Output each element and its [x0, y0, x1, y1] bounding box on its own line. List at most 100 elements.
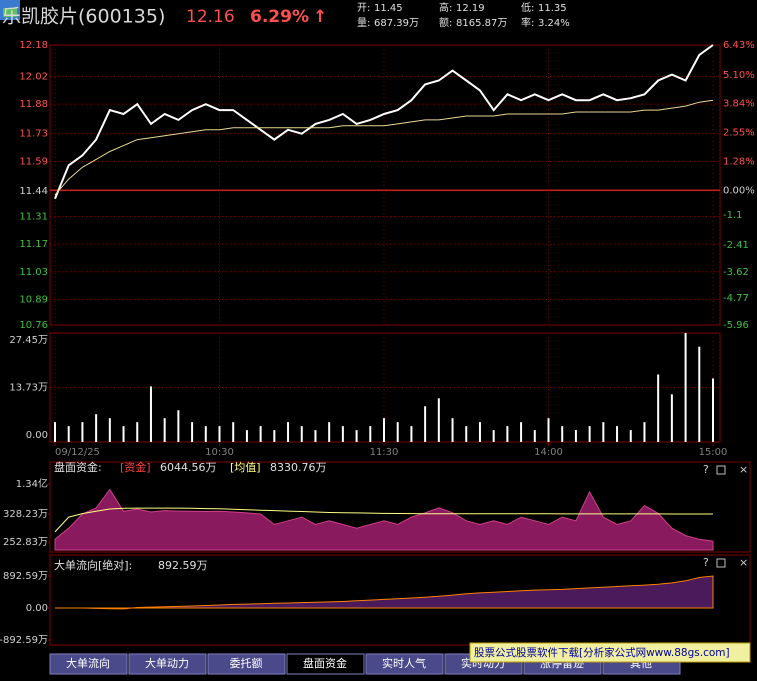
- stat-value: 12.19: [456, 3, 485, 14]
- stat-label: 低:: [521, 1, 534, 14]
- volume-bar: [616, 426, 619, 442]
- y2-tick-label: 6.43%: [723, 40, 755, 51]
- help-button[interactable]: ?: [703, 463, 709, 476]
- tab[interactable]: [49, 653, 128, 675]
- volume-bar: [684, 333, 687, 442]
- y-tick-label: 11.03: [19, 267, 48, 278]
- volume-bar: [81, 422, 84, 442]
- volume-bar: [355, 430, 358, 442]
- volume-bar: [245, 430, 248, 442]
- help-button[interactable]: ?: [703, 556, 709, 569]
- x-tick-label: 15:00: [699, 447, 728, 458]
- y-tick-label: 10.89: [19, 294, 48, 305]
- volume-bar: [218, 426, 221, 442]
- y-tick-label: 11.17: [19, 239, 48, 250]
- stat-label: 额:: [439, 16, 452, 29]
- volume-bar: [465, 426, 468, 442]
- volume-bar: [547, 418, 550, 442]
- price-panel: [49, 44, 721, 326]
- volume-bar: [149, 386, 152, 442]
- volume-bar: [136, 422, 139, 442]
- stat-label: 开:: [357, 3, 370, 14]
- volume-bar: [506, 426, 509, 442]
- volume-bar: [300, 426, 303, 442]
- close-button[interactable]: ×: [739, 463, 748, 476]
- price-line: [54, 44, 714, 200]
- legend-name: [资金]: [120, 460, 151, 474]
- y-tick-label: 11.88: [19, 99, 48, 110]
- y-tick-label: 11.73: [19, 129, 48, 140]
- volume-bar: [478, 422, 481, 442]
- legend-value: 8330.76万: [270, 461, 327, 474]
- tab[interactable]: [286, 653, 365, 675]
- y-tick-label: 0.00: [26, 603, 48, 614]
- watermark: 股票公式股票软件下载[分析家公式网www.88gs.com]: [474, 646, 730, 659]
- volume-bar: [341, 426, 344, 442]
- volume-bar: [670, 394, 673, 442]
- close-button[interactable]: ×: [739, 556, 748, 569]
- up-arrow: ↑: [313, 7, 327, 27]
- tab[interactable]: [365, 653, 444, 675]
- volume-bar: [54, 422, 56, 442]
- volume-bar: [383, 418, 385, 442]
- volume-bar: [533, 430, 536, 442]
- panel-readout: 892.59万: [158, 559, 208, 572]
- x-tick-label: 09/12/25: [55, 447, 100, 458]
- y-tick-label: 1.34亿: [16, 477, 48, 490]
- y2-tick-label: 3.84%: [723, 99, 755, 110]
- y-tick-label: 12.18: [19, 40, 48, 51]
- y-tick-label: 27.45万: [9, 335, 48, 346]
- volume-bar: [191, 422, 194, 442]
- tab-label[interactable]: 委托额: [230, 656, 263, 670]
- volume-bar: [396, 422, 399, 442]
- flow-area: [54, 488, 714, 551]
- volume-bar: [712, 378, 714, 442]
- watermark-box: [469, 642, 751, 663]
- volume-bar: [574, 430, 577, 442]
- y-tick-label: 252.83万: [3, 537, 48, 548]
- y2-tick-label: -5.96: [723, 320, 749, 331]
- max-button[interactable]: [716, 558, 726, 568]
- flow-area: [55, 575, 714, 610]
- y2-tick-label: -2.41: [723, 240, 749, 251]
- legend-value: 6044.56万: [160, 461, 217, 474]
- stock-price: 12.16: [186, 7, 235, 27]
- stat-label: 量:: [357, 17, 370, 29]
- volume-bar: [108, 418, 111, 442]
- y2-tick-label: 1.28%: [723, 156, 755, 167]
- x-tick-label: 14:00: [534, 447, 563, 458]
- volume-bar: [95, 414, 98, 442]
- stat-value: 11.35: [538, 3, 567, 14]
- tab[interactable]: [128, 653, 207, 675]
- legend-name: [均值]: [230, 461, 261, 474]
- volume-bar: [369, 426, 372, 442]
- volume-bar: [259, 426, 262, 442]
- stock-name: 乐凯胶片(600135): [2, 6, 165, 28]
- panel-title: 大单流向[绝对]:: [54, 558, 132, 572]
- stat-value: 8165.87万: [456, 18, 507, 29]
- tab-label[interactable]: 大单流向: [66, 656, 110, 670]
- stat-label: 率:: [521, 16, 534, 29]
- y2-tick-label: 5.10%: [723, 70, 755, 81]
- volume-bar: [629, 430, 632, 442]
- tab-label[interactable]: 实时人气: [382, 656, 426, 670]
- volume-bar: [163, 418, 166, 442]
- stock-change: 6.29%: [250, 7, 309, 27]
- volume-bar: [561, 426, 564, 442]
- volume-bar: [437, 398, 440, 442]
- tab-label[interactable]: 大单动力: [145, 656, 189, 670]
- volume-bar: [314, 430, 317, 442]
- x-tick-label: 10:30: [205, 447, 234, 458]
- stat-value: 11.45: [374, 3, 403, 14]
- y-tick-label: 11.31: [19, 212, 48, 223]
- volume-bar: [287, 422, 290, 442]
- y-tick-label: 11.44: [19, 186, 48, 197]
- stat-label: 高:: [439, 1, 452, 14]
- x-tick-label: 11:30: [370, 447, 399, 458]
- volume-bar: [204, 426, 207, 442]
- volume-bar: [410, 426, 413, 442]
- money-panel: [49, 461, 751, 553]
- max-button[interactable]: [716, 465, 726, 475]
- tab-label[interactable]: 盘面资金: [303, 656, 347, 670]
- tab[interactable]: [207, 653, 286, 675]
